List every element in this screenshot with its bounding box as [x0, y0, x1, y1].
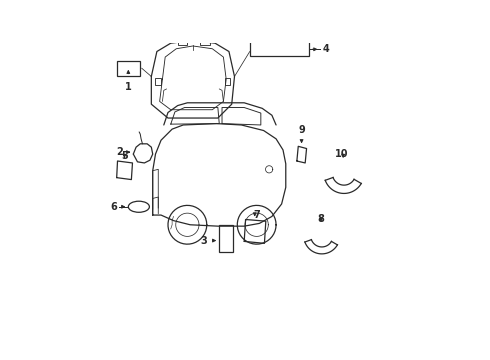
Text: 1: 1	[125, 82, 132, 92]
Bar	[178, 39, 187, 45]
Text: 5: 5	[121, 151, 128, 161]
Bar	[155, 78, 161, 85]
Bar	[250, 40, 309, 56]
Text: 2: 2	[116, 147, 123, 157]
Bar	[200, 39, 210, 45]
Text: 10: 10	[335, 149, 349, 159]
Text: 6: 6	[110, 202, 117, 212]
Text: 4: 4	[322, 44, 329, 54]
Text: 8: 8	[318, 214, 324, 224]
Text: 3: 3	[200, 235, 207, 246]
Text: 7: 7	[253, 210, 260, 220]
Bar	[225, 78, 230, 85]
Bar	[117, 61, 140, 76]
Text: 9: 9	[298, 125, 305, 135]
Bar	[219, 225, 233, 252]
